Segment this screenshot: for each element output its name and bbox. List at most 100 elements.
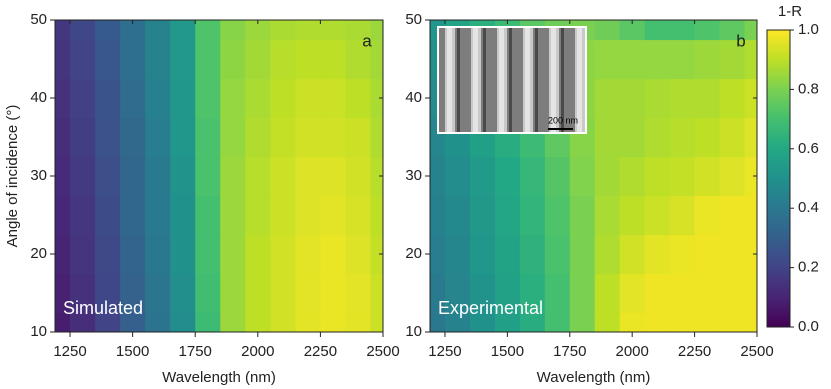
heat-cell — [694, 39, 721, 80]
colorbar-tick-label: 1.0 — [798, 21, 819, 38]
heat-cell — [170, 39, 196, 80]
heat-cell — [95, 20, 121, 41]
heat-cell — [669, 273, 696, 314]
panel-annotation: Simulated — [63, 298, 143, 318]
heat-cell — [719, 117, 746, 158]
x-tick-label: 2250 — [678, 343, 711, 360]
heat-cell — [70, 312, 96, 332]
heat-cell — [295, 234, 322, 275]
y-axis-label: Angle of incidence (°) — [4, 105, 21, 248]
heatmap — [55, 20, 383, 332]
x-tick-label: 2500 — [740, 343, 773, 360]
heat-cell — [145, 273, 171, 314]
heat-cell — [55, 117, 71, 158]
heat-cell — [295, 78, 322, 119]
heat-cell — [719, 273, 746, 314]
heat-cell — [220, 273, 246, 314]
heat-cell — [270, 156, 296, 197]
heat-cell — [70, 156, 96, 197]
heat-cell — [170, 156, 196, 197]
heat-cell — [719, 78, 746, 119]
heat-cell — [469, 312, 496, 332]
heat-cell — [195, 117, 221, 158]
heat-cell — [694, 312, 721, 332]
heat-cell — [694, 273, 721, 314]
heat-cell — [694, 117, 721, 158]
heat-cell — [619, 156, 646, 197]
heat-cell — [744, 195, 757, 236]
heat-cell — [469, 273, 496, 314]
heat-cell — [55, 20, 71, 41]
heat-cell — [345, 312, 372, 332]
heat-cell — [170, 78, 196, 119]
heat-cell — [494, 195, 521, 236]
heat-cell — [370, 195, 383, 236]
heat-cell — [245, 156, 271, 197]
heat-cell — [55, 39, 71, 80]
heat-cell — [370, 78, 383, 119]
heat-cell — [444, 273, 471, 314]
heat-cell — [594, 312, 621, 332]
heat-cell — [669, 195, 696, 236]
heat-cell — [295, 39, 322, 80]
heat-cell — [195, 39, 221, 80]
heat-cell — [270, 39, 296, 80]
heat-cell — [245, 39, 271, 80]
heat-cell — [120, 20, 146, 41]
y-tick-label: 50 — [405, 11, 422, 28]
heat-cell — [669, 234, 696, 275]
heat-cell — [95, 78, 121, 119]
heat-cell — [430, 195, 446, 236]
heat-cell — [245, 234, 271, 275]
heat-cell — [444, 234, 471, 275]
heat-cell — [220, 20, 246, 41]
heat-cell — [694, 78, 721, 119]
heat-cell — [569, 195, 596, 236]
heat-cell — [569, 156, 596, 197]
heat-cell — [619, 117, 646, 158]
heat-cell — [95, 234, 121, 275]
heat-cell — [345, 156, 372, 197]
heat-cell — [295, 273, 322, 314]
heat-cell — [320, 273, 347, 314]
heat-cell — [430, 156, 446, 197]
heat-cell — [569, 234, 596, 275]
heat-cell — [55, 273, 71, 314]
heat-cell — [744, 156, 757, 197]
x-axis-label: Wavelength (nm) — [162, 369, 276, 386]
heat-cell — [644, 273, 671, 314]
heat-cell — [95, 195, 121, 236]
heat-cell — [270, 195, 296, 236]
heat-cell — [145, 195, 171, 236]
heat-cell — [430, 234, 446, 275]
colorbar-tick-label: 0.2 — [798, 259, 819, 276]
heat-cell — [55, 78, 71, 119]
y-tick-label: 40 — [405, 89, 422, 106]
x-tick-label: 1250 — [428, 343, 461, 360]
y-tick-label: 30 — [30, 167, 47, 184]
y-tick-label: 10 — [405, 323, 422, 340]
heat-cell — [345, 117, 372, 158]
heat-cell — [469, 234, 496, 275]
heat-cell — [320, 117, 347, 158]
heat-cell — [320, 195, 347, 236]
heat-cell — [719, 312, 746, 332]
heat-cell — [370, 20, 383, 41]
heat-cell — [70, 273, 96, 314]
heat-cell — [619, 39, 646, 80]
heat-cell — [719, 234, 746, 275]
heat-cell — [95, 156, 121, 197]
heat-cell — [370, 156, 383, 197]
heat-cell — [370, 273, 383, 314]
heat-cell — [195, 273, 221, 314]
heat-cell — [145, 39, 171, 80]
heat-cell — [594, 156, 621, 197]
x-tick-label: 1500 — [491, 343, 524, 360]
heat-cell — [70, 234, 96, 275]
heat-cell — [744, 273, 757, 314]
heat-cell — [195, 234, 221, 275]
heat-cell — [270, 78, 296, 119]
heat-cell — [220, 234, 246, 275]
heat-cell — [744, 117, 757, 158]
heat-cell — [644, 117, 671, 158]
